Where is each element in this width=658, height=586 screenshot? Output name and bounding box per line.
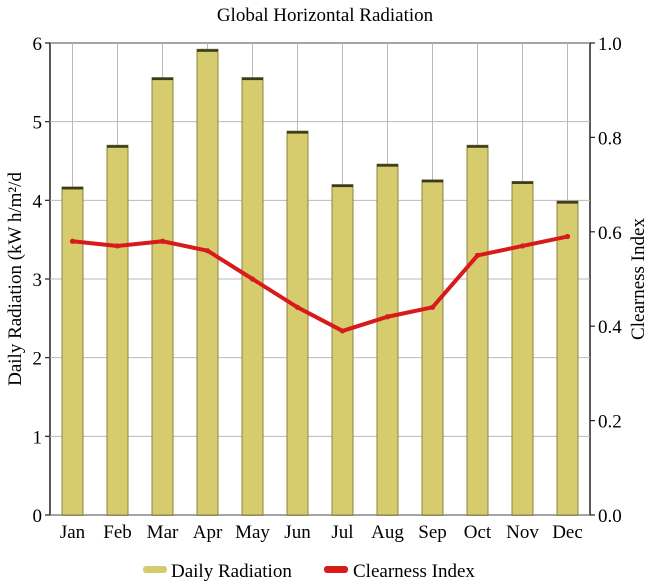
- bar-cap-may: [242, 77, 263, 81]
- point-dec: [564, 233, 571, 240]
- bar-cap-jun: [287, 131, 308, 134]
- y-tick-label: 2: [33, 349, 43, 370]
- bar-cap-aug: [377, 164, 398, 167]
- bar-jan: [61, 186, 84, 516]
- chart-title: Global Horizontal Radiation: [217, 5, 434, 26]
- point-apr: [204, 248, 211, 254]
- legend-label-clearness-index: Clearness Index: [353, 561, 475, 582]
- point-nov: [519, 243, 526, 249]
- y2-tick-label: 0.8: [598, 128, 622, 149]
- point-mar: [159, 238, 166, 244]
- point-jun: [294, 304, 301, 310]
- x-tick-label: Oct: [464, 522, 492, 543]
- bar-cap-nov: [512, 181, 533, 184]
- y2-tick-label: 0.2: [598, 412, 622, 433]
- bar-may: [241, 77, 264, 516]
- x-axis-ticks: Jan Feb Mar Apr May Jun Jul Aug Sep Oct Nov Dec: [60, 522, 583, 543]
- y-tick-label: 5: [33, 113, 43, 134]
- x-tick-label: Dec: [552, 522, 583, 543]
- point-aug: [384, 314, 391, 320]
- y-axis-title: Daily Radiation (kW h/m²/d: [5, 172, 26, 386]
- point-oct: [474, 252, 481, 258]
- point-jul: [339, 328, 346, 334]
- point-sep: [429, 304, 436, 310]
- y-tick-label: 3: [33, 270, 43, 291]
- y-tick-label: 1: [33, 427, 43, 448]
- bar-cap-mar: [152, 77, 173, 81]
- right-axis-ticks: 0.0 0.2 0.4 0.6 0.8 1.0: [590, 34, 622, 527]
- x-tick-label: Sep: [418, 522, 447, 543]
- legend-label-daily-radiation: Daily Radiation: [171, 561, 292, 582]
- legend-swatch-clearness-index: [324, 566, 348, 573]
- x-tick-label: Mar: [147, 522, 179, 543]
- y2-axis-title: Clearness Index: [628, 218, 649, 340]
- y-tick-label: 0: [33, 506, 43, 527]
- x-tick-label: Feb: [103, 522, 132, 543]
- bar-cap-sep: [422, 179, 443, 183]
- x-tick-label: Jan: [60, 522, 86, 543]
- bar-jun: [286, 130, 309, 516]
- bar-oct: [466, 144, 489, 516]
- y2-tick-label: 1.0: [598, 34, 622, 55]
- x-tick-label: Nov: [506, 522, 539, 543]
- line-series: [69, 233, 571, 334]
- bar-apr: [196, 48, 219, 516]
- x-tick-label: Apr: [193, 522, 223, 543]
- y-tick-label: 6: [33, 34, 43, 55]
- legend-swatch-daily-radiation: [143, 566, 167, 573]
- x-tick-label: Jun: [284, 522, 311, 543]
- point-may: [249, 276, 256, 282]
- clearness-index-line: [70, 234, 570, 333]
- x-tick-label: Aug: [371, 522, 404, 543]
- bar-feb: [106, 144, 129, 516]
- legend-item-daily-radiation: Daily Radiation: [143, 561, 292, 582]
- bar-series: [61, 48, 579, 516]
- x-tick-label: May: [235, 522, 270, 543]
- point-jan: [69, 238, 76, 244]
- legend: Daily Radiation Clearness Index: [143, 561, 475, 582]
- bar-cap-apr: [197, 49, 218, 52]
- bar-cap-oct: [467, 145, 488, 148]
- y2-tick-label: 0.0: [598, 506, 622, 527]
- bar-cap-dec: [557, 201, 578, 204]
- y2-tick-label: 0.6: [598, 223, 622, 244]
- y-tick-label: 4: [33, 191, 43, 212]
- x-tick-label: Jul: [331, 522, 353, 543]
- bar-cap-jan: [62, 186, 83, 190]
- bar-jul: [331, 184, 354, 516]
- point-feb: [114, 243, 121, 249]
- bar-sep: [421, 179, 444, 516]
- bar-nov: [511, 180, 534, 516]
- y2-tick-label: 0.4: [598, 317, 622, 338]
- bar-cap-jul: [332, 184, 353, 188]
- legend-item-clearness-index: Clearness Index: [324, 561, 475, 582]
- bar-aug: [376, 163, 399, 516]
- bar-mar: [151, 77, 174, 516]
- left-axis-ticks: 0 1 2 3 4 5 6: [33, 34, 50, 527]
- bar-cap-feb: [107, 145, 128, 148]
- bar-dec: [556, 200, 579, 516]
